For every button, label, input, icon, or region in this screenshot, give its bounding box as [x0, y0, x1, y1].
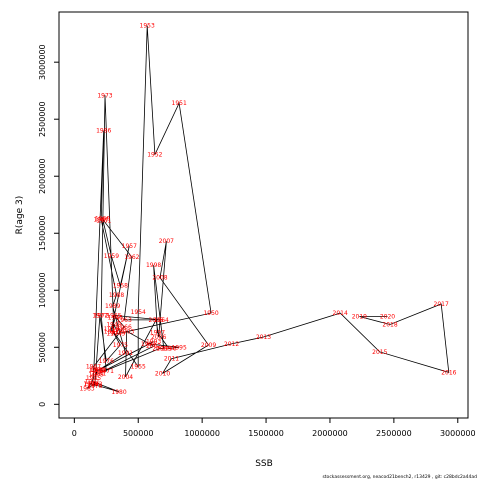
point-label: 2013	[256, 334, 271, 341]
point-label: 1981	[85, 379, 100, 386]
point-label: 2012	[224, 341, 239, 348]
point-label: 1983	[79, 385, 94, 392]
point-label: 1957	[122, 243, 137, 250]
point-label: 1992	[91, 367, 106, 374]
point-label: 2008	[152, 275, 167, 282]
y-tick-label: 2000000	[38, 158, 47, 194]
point-label: 2004	[118, 374, 133, 381]
point-label: 1989	[105, 303, 120, 310]
point-label: 1950	[203, 310, 218, 317]
point-label: 1976	[99, 358, 114, 365]
credit-text: stockassessment.org, neacod21bench2, r13…	[322, 474, 477, 480]
point-label: 1984	[83, 381, 98, 388]
y-tick-label: 2500000	[38, 101, 47, 137]
x-tick-label: 1500000	[248, 429, 284, 438]
x-tick-label: 2000000	[312, 429, 348, 438]
plot-box	[58, 11, 469, 419]
y-axis: 0 500000 1000000 1500000 2000000 2500000 30000…	[38, 44, 59, 407]
point-label: 2014	[333, 310, 348, 317]
point-label: 1955	[131, 364, 146, 371]
y-tick-label: 1000000	[38, 272, 47, 308]
point-label: 1961	[96, 218, 111, 225]
point-label: 1971	[99, 368, 114, 375]
point-label: 1964	[154, 317, 169, 324]
y-tick-label: 500000	[38, 332, 47, 363]
point-label: 1947	[104, 328, 119, 335]
point-label: 1952	[147, 152, 162, 159]
point-label: 2006	[151, 334, 166, 341]
point-label: 1995	[172, 344, 187, 351]
point-label: 1968	[88, 367, 103, 374]
point-label: 2011	[164, 356, 179, 363]
point-label: 1966	[117, 324, 132, 331]
point-label: 1969	[88, 372, 103, 379]
point-label: 1975	[113, 342, 128, 349]
point-label: 2020	[380, 314, 395, 321]
x-tick-label: 3000000	[440, 429, 476, 438]
y-tick-label: 3000000	[38, 44, 47, 80]
point-label: 1986	[96, 128, 111, 135]
point-label: 1970	[90, 367, 105, 374]
point-label: 1956	[104, 326, 119, 333]
point-label: 1998	[146, 262, 161, 269]
point-label: 1977	[92, 312, 107, 319]
point-label: 1994	[141, 341, 156, 348]
point-label: 2005	[148, 317, 163, 324]
point-label: 1974	[106, 331, 121, 338]
point-label: 1948	[106, 321, 121, 328]
point-label: 1999	[156, 345, 171, 352]
point-label: 1991	[118, 350, 133, 357]
y-axis-title: R(age 3)	[15, 196, 25, 235]
x-axis-title: SSB	[255, 459, 273, 469]
point-label: 1949	[110, 331, 125, 338]
point-label: 1990	[111, 327, 126, 334]
recruitment-path	[86, 25, 450, 393]
point-label: 1951	[172, 100, 187, 107]
point-label: 1985	[86, 375, 101, 382]
point-label: 1972	[94, 312, 109, 319]
point-label: 1946	[108, 315, 123, 322]
point-label: 1959	[104, 253, 119, 260]
point-label: 2016	[441, 369, 456, 376]
point-label: 2002	[146, 343, 161, 350]
point-label: 1987	[94, 217, 109, 224]
point-label: 2017	[434, 301, 449, 308]
point-label: 2018	[382, 321, 397, 328]
x-tick-label: 500000	[123, 429, 154, 438]
point-label: 1979	[83, 381, 98, 388]
point-label: 1954	[131, 309, 146, 316]
series-line	[86, 25, 450, 393]
point-label: 1993	[146, 339, 161, 346]
point-label: 1967	[86, 364, 101, 371]
point-label: 1965	[106, 312, 121, 319]
x-axis: 0 500000 1000000 1500000 2000000 2500000 30000…	[72, 418, 476, 438]
point-label: 1963	[117, 317, 132, 324]
point-label: 2007	[159, 238, 174, 245]
point-label: 1980	[111, 389, 126, 396]
x-tick-label: 2500000	[376, 429, 412, 438]
point-label: 1962	[124, 254, 139, 261]
point-label: 1996	[161, 345, 176, 352]
y-tick-label: 1500000	[38, 215, 47, 251]
point-label: 1988	[109, 292, 124, 299]
y-tick-label: 0	[38, 402, 47, 407]
point-label: 2001	[91, 371, 106, 378]
point-label: 1953	[140, 23, 155, 30]
x-tick-label: 1000000	[184, 429, 220, 438]
point-label: 1997	[150, 329, 165, 336]
point-label: 1958	[113, 283, 128, 290]
point-label: 2010	[155, 371, 170, 378]
point-label: 1960	[95, 215, 110, 222]
point-label: 1982	[87, 381, 102, 388]
x-tick-label: 0	[72, 429, 77, 438]
point-label: 2015	[372, 349, 387, 356]
point-label: 2019	[352, 314, 367, 321]
point-label: 1978	[87, 383, 102, 390]
point-label: 1973	[97, 92, 112, 99]
point-label: 2003	[119, 328, 134, 335]
point-label: 2009	[201, 342, 216, 349]
point-label: 2000	[152, 345, 167, 352]
